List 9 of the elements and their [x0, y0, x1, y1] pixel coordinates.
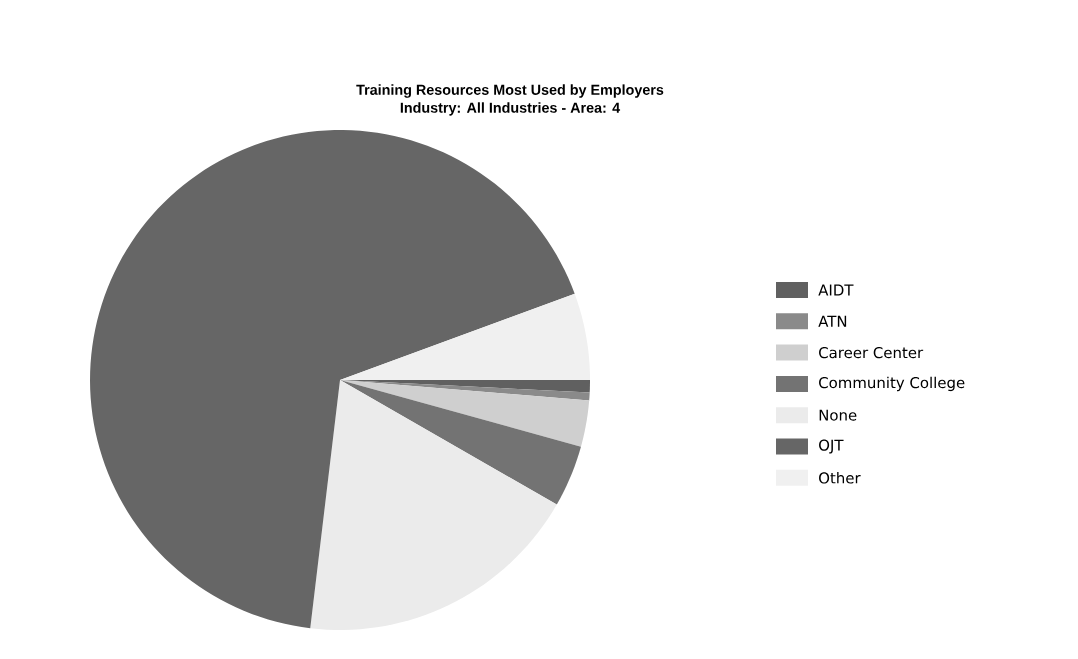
legend-label: ATN: [818, 315, 847, 327]
chart-subtitle: Industry: All Industries - Area: 4: [400, 102, 621, 116]
legend-label: OJT: [819, 439, 844, 454]
legend-label: Community College: [819, 376, 965, 392]
legend-label: None: [819, 409, 857, 421]
legend-label: Other: [819, 472, 861, 484]
chart-title: Training Resources Most Used by Employers: [356, 84, 664, 98]
legend-label: Career Center: [819, 346, 924, 359]
legend-label: AIDT: [818, 284, 854, 296]
